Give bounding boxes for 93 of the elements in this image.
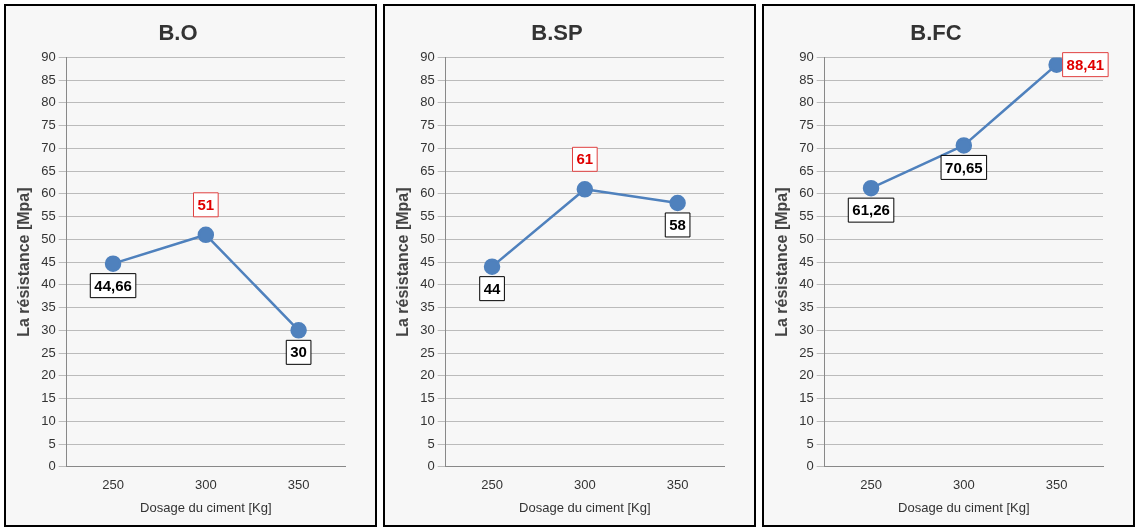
y-tick-label: 30 [41,321,56,337]
y-tick-label: 65 [420,162,435,178]
y-tick-label: 45 [420,253,435,269]
y-tick-label: 25 [41,344,56,360]
y-tick-label: 80 [41,94,56,110]
y-tick-label: 60 [420,185,435,201]
y-tick-label: 75 [41,117,56,133]
x-tick-label: 250 [102,477,124,493]
y-axis-title: La résistance [Mpa] [15,187,33,337]
y-tick-label: 65 [41,162,56,178]
y-tick-label: 50 [420,230,435,246]
y-tick-label: 50 [41,230,56,246]
x-tick-label: 300 [952,477,975,493]
y-tick-label: 70 [799,139,814,155]
x-tick-label: 300 [573,477,596,493]
y-axis-title: La résistance [Mpa] [773,187,791,337]
y-tick-label: 80 [420,94,435,110]
y-tick-label: 5 [427,435,435,451]
x-tick-label: 350 [287,477,310,493]
y-tick-label: 50 [799,230,814,246]
y-tick-label: 45 [799,253,814,269]
y-axis-title: La résistance [Mpa] [394,187,412,337]
y-tick-label: 25 [799,344,814,360]
y-tick-label: 35 [799,299,814,315]
y-tick-label: 45 [41,253,56,269]
point [1048,57,1065,73]
chart-title: B.O [158,20,198,46]
y-tick-label: 90 [41,48,56,64]
y-tick-label: 60 [41,185,56,201]
point [955,137,973,154]
chart-title: B.SP [531,20,583,46]
y-tick-label: 85 [799,71,814,87]
y-tick-label: 20 [799,367,814,383]
y-tick-label: 10 [41,412,56,428]
x-tick-label: 250 [860,477,882,493]
x-tick-label: 250 [481,477,503,493]
data-label: 44 [483,279,502,297]
point [669,194,686,212]
y-tick-label: 40 [41,276,56,292]
y-tick-label: 20 [41,367,56,383]
y-tick-label: 35 [41,299,56,315]
y-tick-label: 75 [799,117,814,133]
data-label: 51 [197,195,215,213]
data-label: 61,26 [852,201,890,219]
x-tick-label: 350 [666,477,689,493]
point [483,258,501,275]
point [862,179,880,197]
data-label: 61 [576,150,594,168]
data-label: 44,66 [94,276,132,294]
y-tick-label: 65 [799,162,814,178]
y-tick-label: 10 [420,412,435,428]
data-label: 88,41 [1066,55,1105,73]
y-tick-label: 0 [48,458,56,474]
y-tick-label: 0 [806,458,814,474]
y-tick-label: 25 [420,344,435,360]
x-axis-title: Dosage du ciment [Kg] [898,499,1030,515]
point [576,181,594,198]
y-tick-label: 20 [420,367,435,383]
y-tick-label: 60 [799,185,814,201]
y-tick-label: 70 [420,139,435,155]
y-tick-label: 30 [420,321,435,337]
y-tick-label: 70 [41,139,56,155]
x-tick-label: 300 [194,477,217,493]
y-tick-label: 15 [420,390,435,406]
y-tick-label: 55 [41,208,56,224]
y-tick-label: 15 [41,390,56,406]
y-tick-label: 85 [41,71,56,87]
y-tick-label: 5 [806,435,814,451]
y-tick-label: 10 [799,412,814,428]
y-tick-label: 15 [799,390,814,406]
data-label: 70,65 [945,158,983,176]
x-axis-title: Dosage du ciment [Kg] [140,499,272,515]
y-tick-label: 40 [420,276,435,292]
point [104,255,122,272]
y-tick-label: 30 [799,321,814,337]
point [290,322,307,339]
y-tick-label: 90 [799,48,814,64]
x-axis-title: Dosage du ciment [Kg] [519,499,651,515]
y-tick-label: 0 [427,458,435,474]
y-tick-label: 55 [799,208,814,224]
y-tick-label: 90 [420,48,435,64]
y-tick-label: 35 [420,299,435,315]
y-tick-label: 40 [799,276,814,292]
data-label: 58 [669,216,686,234]
x-tick-label: 350 [1045,477,1068,493]
chart-title: B.FC [910,20,962,46]
y-tick-label: 75 [420,117,435,133]
y-tick-label: 5 [48,435,56,451]
point [197,226,215,244]
y-tick-label: 55 [420,208,435,224]
y-tick-label: 85 [420,71,435,87]
data-label: 30 [290,343,307,361]
y-tick-label: 80 [799,94,814,110]
